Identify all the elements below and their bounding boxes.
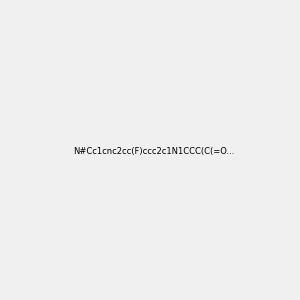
Text: N#Cc1cnc2cc(F)ccc2c1N1CCC(C(=O...: N#Cc1cnc2cc(F)ccc2c1N1CCC(C(=O... <box>73 147 234 156</box>
